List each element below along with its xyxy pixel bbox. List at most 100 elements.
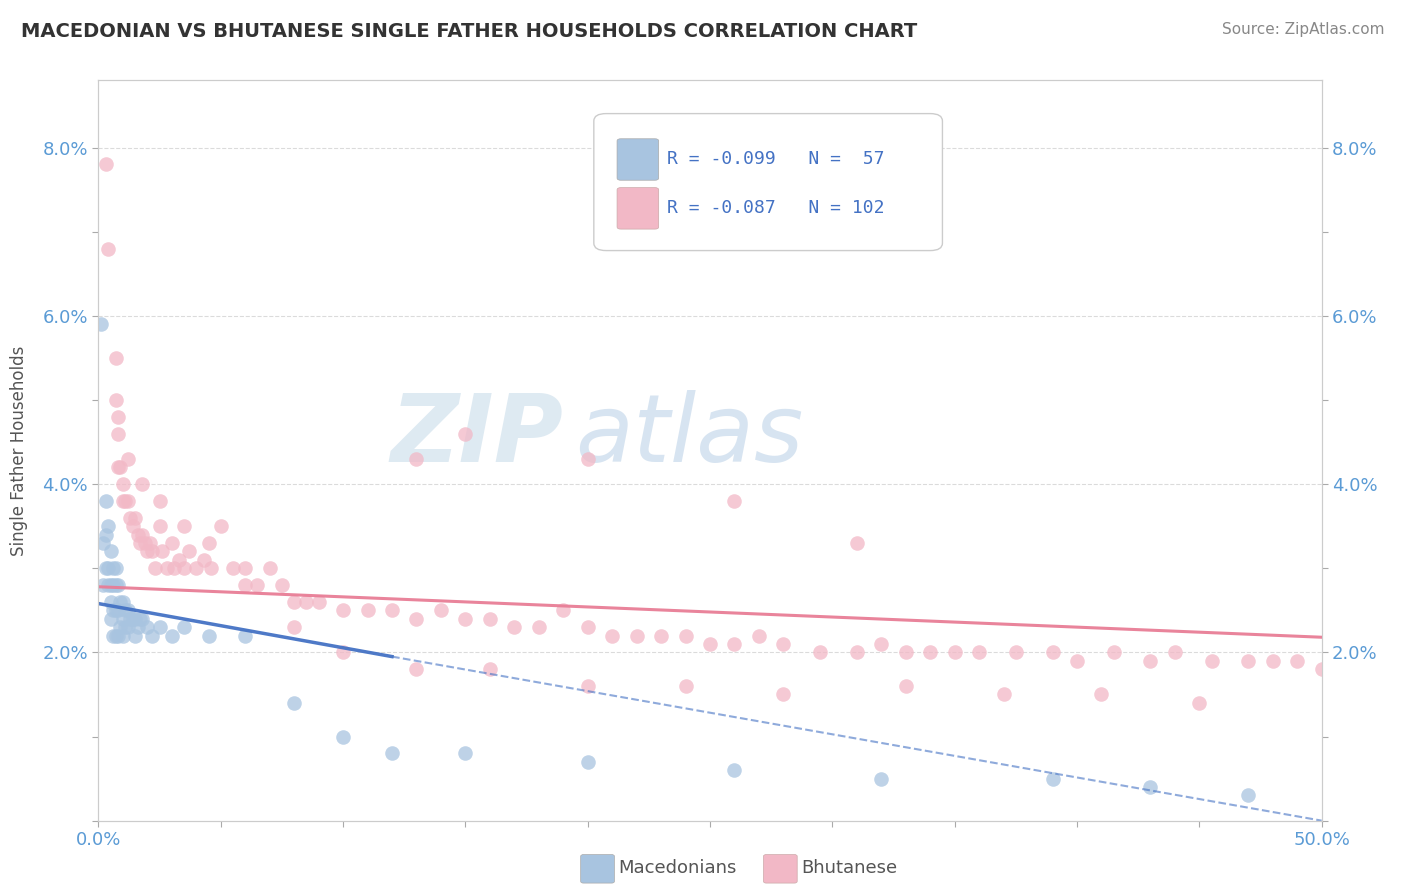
Point — [332, 645, 354, 659]
Point — [149, 494, 172, 508]
Point — [94, 494, 117, 508]
Point — [94, 157, 117, 171]
Point — [503, 620, 526, 634]
Point — [134, 536, 156, 550]
Text: Macedonians: Macedonians — [619, 859, 737, 877]
Point — [104, 628, 127, 642]
Point — [111, 612, 134, 626]
Point — [173, 620, 195, 634]
Point — [723, 494, 745, 508]
Point — [120, 510, 142, 524]
Point — [114, 603, 136, 617]
Point — [576, 755, 599, 769]
Point — [405, 662, 427, 676]
Point — [101, 561, 124, 575]
Point — [675, 679, 697, 693]
Point — [209, 519, 232, 533]
Point — [117, 494, 139, 508]
Point — [222, 561, 245, 575]
Point — [283, 620, 305, 634]
Point — [136, 620, 159, 634]
Text: R = -0.099   N =  57: R = -0.099 N = 57 — [668, 151, 884, 169]
Point — [894, 679, 917, 693]
Point — [97, 242, 120, 256]
Point — [107, 603, 129, 617]
Text: atlas: atlas — [575, 390, 804, 481]
Point — [94, 561, 117, 575]
Point — [943, 645, 966, 659]
Point — [101, 578, 124, 592]
Point — [1286, 654, 1309, 668]
Point — [405, 612, 427, 626]
Point — [150, 544, 173, 558]
Point — [1164, 645, 1187, 659]
Point — [100, 612, 122, 626]
Point — [1188, 696, 1211, 710]
Point — [332, 603, 354, 617]
Point — [1004, 645, 1026, 659]
Point — [454, 426, 477, 441]
Point — [270, 578, 294, 592]
Text: R = -0.087   N = 102: R = -0.087 N = 102 — [668, 200, 884, 218]
Point — [748, 628, 770, 642]
Point — [173, 519, 195, 533]
Point — [1042, 645, 1064, 659]
Point — [173, 561, 195, 575]
Point — [167, 553, 190, 567]
Point — [111, 628, 134, 642]
Point — [177, 544, 200, 558]
Point — [993, 688, 1015, 702]
Point — [124, 510, 146, 524]
Point — [454, 747, 477, 761]
Point — [197, 536, 219, 550]
Point — [160, 628, 183, 642]
Point — [91, 578, 114, 592]
Text: Source: ZipAtlas.com: Source: ZipAtlas.com — [1222, 22, 1385, 37]
Point — [117, 603, 139, 617]
Point — [117, 620, 139, 634]
Point — [967, 645, 990, 659]
Point — [576, 451, 599, 466]
Point — [163, 561, 186, 575]
Point — [650, 628, 672, 642]
Point — [295, 595, 318, 609]
Point — [246, 578, 269, 592]
FancyBboxPatch shape — [617, 139, 658, 180]
Point — [100, 544, 122, 558]
Point — [100, 578, 122, 592]
Point — [127, 620, 149, 634]
Point — [139, 536, 162, 550]
Point — [101, 603, 124, 617]
Point — [381, 603, 404, 617]
Point — [91, 536, 114, 550]
Point — [478, 612, 501, 626]
Point — [100, 595, 122, 609]
Point — [1201, 654, 1223, 668]
Point — [1139, 780, 1161, 794]
Point — [90, 318, 112, 332]
Point — [576, 620, 599, 634]
Point — [772, 688, 794, 702]
Point — [723, 637, 745, 651]
Point — [200, 561, 222, 575]
Point — [920, 645, 942, 659]
Y-axis label: Single Father Households: Single Father Households — [10, 345, 28, 556]
Point — [131, 477, 153, 491]
Point — [149, 620, 172, 634]
Point — [870, 637, 893, 651]
Text: Bhutanese: Bhutanese — [801, 859, 897, 877]
Point — [626, 628, 648, 642]
Point — [186, 561, 208, 575]
Point — [478, 662, 501, 676]
Point — [156, 561, 179, 575]
Point — [124, 612, 146, 626]
Point — [405, 451, 427, 466]
Point — [104, 351, 127, 365]
Point — [1102, 645, 1125, 659]
Point — [114, 494, 136, 508]
Point — [193, 553, 215, 567]
Point — [1139, 654, 1161, 668]
Point — [114, 620, 136, 634]
Point — [1237, 654, 1260, 668]
Point — [160, 536, 183, 550]
